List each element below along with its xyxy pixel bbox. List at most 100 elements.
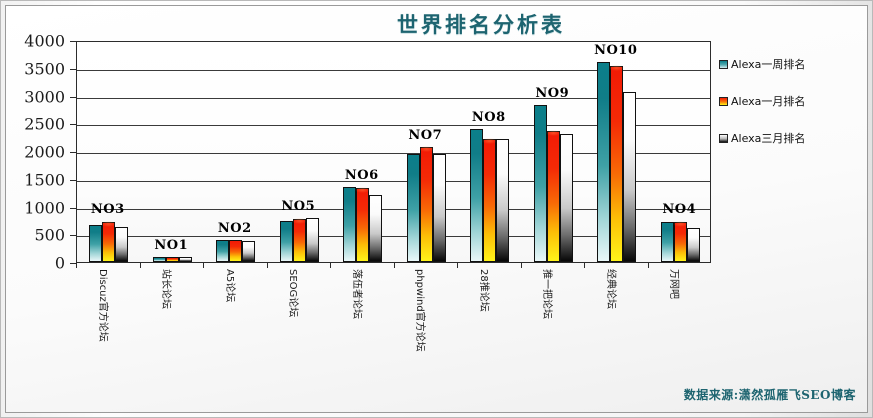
bar[interactable]	[482, 138, 498, 262]
rank-label: NO7	[408, 128, 443, 144]
bar[interactable]	[369, 195, 383, 262]
y-axis-tick-mark	[70, 152, 76, 153]
bar[interactable]	[609, 64, 625, 262]
x-axis-label: 推一把论坛	[541, 269, 553, 319]
legend: Alexa一周排名 Alexa一月排名 Alexa三月排名	[719, 56, 865, 161]
rank-label: NO6	[344, 168, 379, 184]
x-axis-label: A5论坛	[223, 269, 235, 303]
bar[interactable]	[101, 220, 117, 262]
bar[interactable]	[178, 257, 192, 262]
legend-label: Alexa一周排名	[731, 58, 806, 71]
x-axis-label: SEOG论坛	[287, 269, 299, 318]
bar-highlight	[355, 187, 371, 194]
rank-label: NO10	[594, 43, 638, 59]
gridline	[77, 153, 710, 154]
bar-group	[152, 40, 192, 262]
bar[interactable]	[216, 240, 230, 262]
gridline	[77, 97, 710, 99]
x-axis-tick-mark	[76, 263, 77, 268]
y-axis: 4000 3500 3000 2500 2000 1500 1000 500 0	[11, 32, 71, 273]
rank-label: NO9	[535, 85, 570, 101]
bar[interactable]	[89, 225, 103, 262]
bar-series-container	[77, 42, 710, 262]
y-axis-tick-mark	[70, 124, 76, 126]
y-axis-tick-label: 1500	[24, 170, 65, 190]
bar[interactable]	[470, 128, 484, 262]
gridline	[77, 125, 710, 127]
bar-group	[343, 40, 383, 262]
legend-swatch-icon	[719, 133, 728, 143]
bar[interactable]	[533, 104, 547, 262]
bar[interactable]	[242, 240, 256, 262]
source-credit: 数据来源:潇然孤雁飞SEO博客	[683, 388, 856, 402]
rank-label: NO5	[281, 199, 316, 215]
gridline	[77, 180, 710, 182]
plot-area	[76, 41, 711, 263]
bar[interactable]	[165, 256, 179, 262]
bar[interactable]	[686, 228, 700, 262]
bar-group	[216, 40, 256, 262]
bar[interactable]	[152, 257, 166, 262]
bar[interactable]	[343, 187, 357, 262]
bar[interactable]	[229, 240, 243, 262]
bar[interactable]	[545, 130, 561, 262]
bar-highlight	[418, 146, 434, 153]
y-axis-tick-mark	[70, 235, 76, 237]
gridline	[77, 208, 710, 210]
legend-label: Alexa三月排名	[731, 132, 806, 145]
bar-group	[470, 40, 510, 262]
bar[interactable]	[623, 92, 637, 262]
bar[interactable]	[279, 220, 293, 262]
rank-label: NO1	[154, 237, 189, 253]
bar[interactable]	[432, 154, 446, 262]
bar-group	[660, 40, 700, 262]
bar[interactable]	[660, 222, 674, 262]
x-axis-tick-mark	[584, 263, 585, 268]
bar[interactable]	[291, 217, 307, 262]
bar[interactable]	[597, 62, 611, 262]
bar[interactable]	[355, 187, 371, 262]
legend-item[interactable]: Alexa一周排名	[719, 56, 805, 72]
x-axis-label: Discuz官方论坛	[96, 269, 108, 342]
x-axis-label: 站长论坛	[160, 269, 172, 309]
bar-highlight	[672, 220, 688, 227]
bar-highlight	[545, 130, 561, 137]
y-axis-tick-label: 3000	[24, 87, 65, 106]
x-axis-tick-mark	[203, 263, 204, 268]
bar[interactable]	[406, 153, 420, 262]
page-title: 世界排名分析表	[397, 12, 565, 37]
y-axis-tick-label: 500	[34, 225, 65, 245]
bar[interactable]	[559, 134, 573, 262]
x-axis-label: 经典论坛	[604, 269, 616, 309]
bar-highlight	[291, 217, 307, 224]
x-axis-tick-mark	[139, 263, 141, 268]
bar[interactable]	[672, 220, 688, 262]
y-axis-tick-label: 3500	[24, 59, 65, 79]
gridline	[77, 236, 710, 238]
bar-highlight	[609, 64, 625, 71]
bar[interactable]	[115, 227, 129, 262]
bar-group	[597, 40, 637, 262]
legend-swatch-icon	[719, 96, 728, 106]
y-axis-tick-mark	[70, 68, 76, 70]
legend-item[interactable]: Alexa三月排名	[719, 130, 805, 146]
x-axis-tick-mark	[457, 263, 458, 268]
x-axis-label: 落伍者论坛	[350, 269, 362, 319]
y-axis-tick-mark	[70, 263, 76, 264]
bar-group	[89, 40, 129, 262]
bar[interactable]	[305, 218, 319, 262]
bar[interactable]	[496, 139, 510, 262]
x-axis-tick-mark	[647, 263, 649, 268]
bar[interactable]	[418, 146, 434, 262]
rank-label: NO3	[90, 202, 125, 218]
rank-label: NO4	[662, 202, 697, 218]
y-axis-tick-label: 2000	[24, 142, 65, 162]
y-axis-tick-label: 2500	[24, 114, 65, 134]
bar-group	[533, 40, 573, 262]
legend-item[interactable]: Alexa一月排名	[719, 93, 805, 109]
x-axis-label: 万网吧	[668, 269, 680, 299]
gridline	[77, 69, 710, 71]
x-axis-label: phpwind官方论坛	[414, 269, 426, 352]
bar-group	[406, 40, 446, 262]
